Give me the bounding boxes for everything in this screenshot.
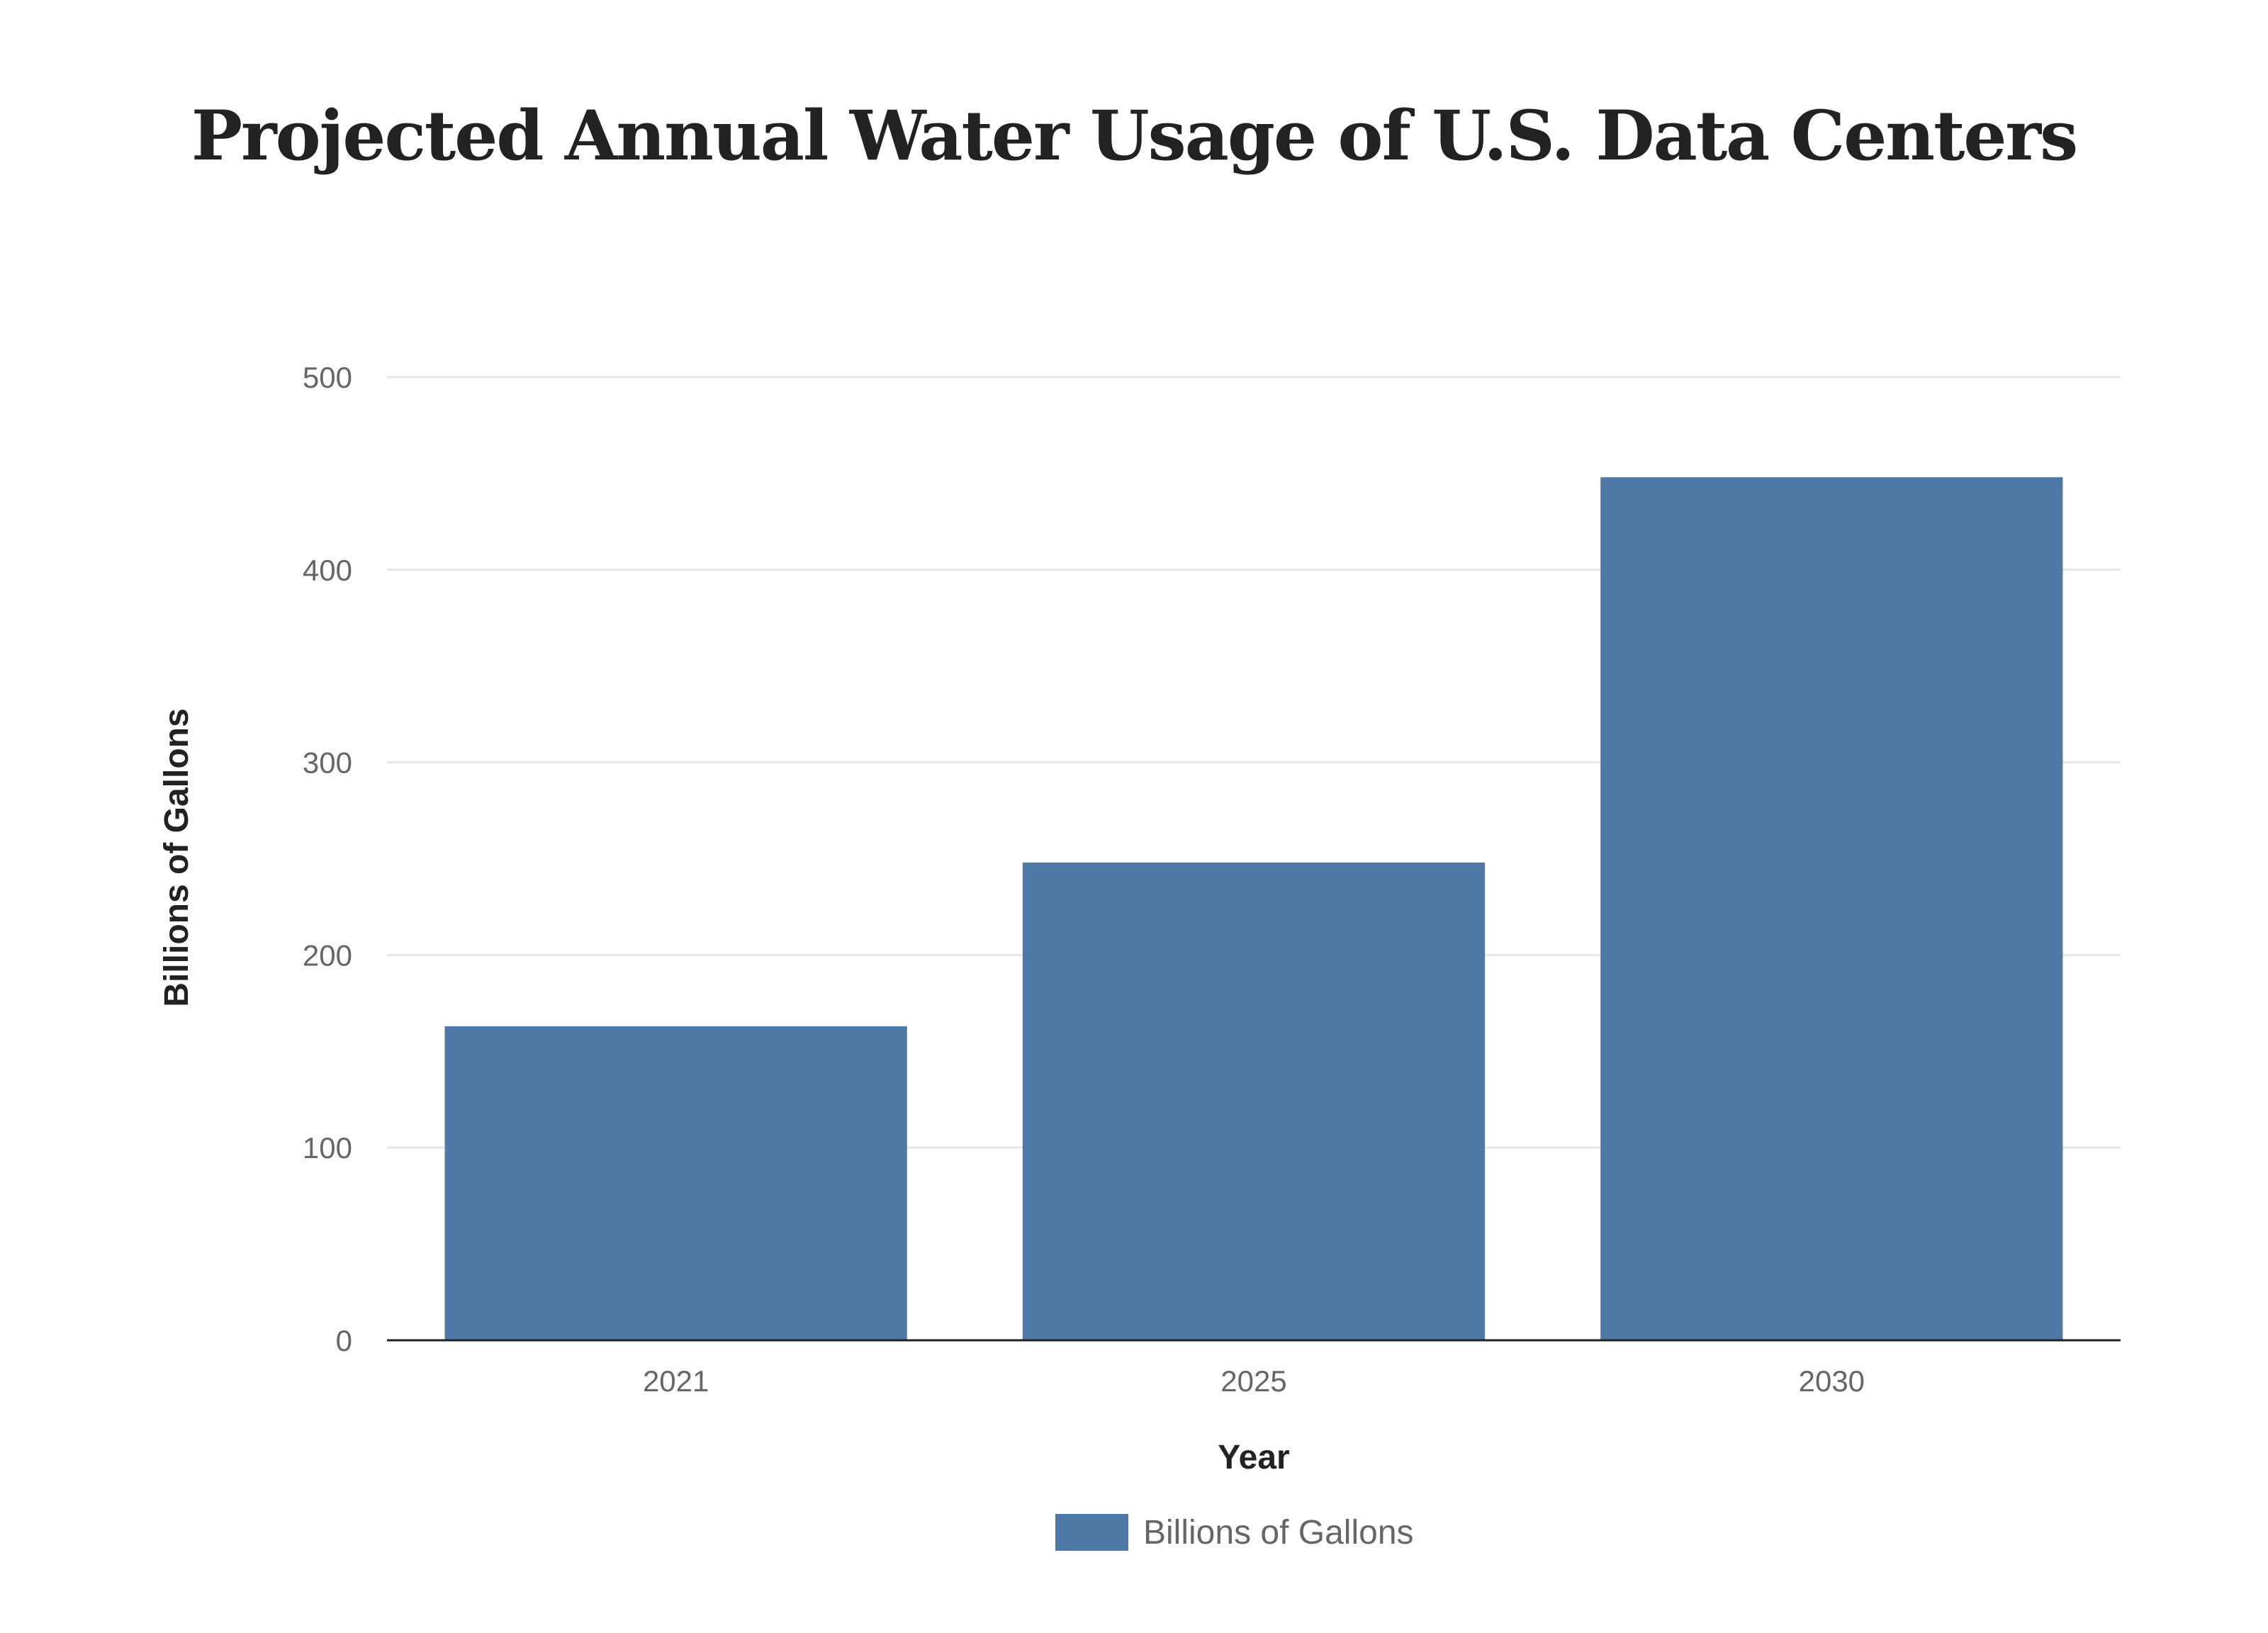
- legend-swatch: [1055, 1514, 1128, 1551]
- bar-2021: [444, 1026, 907, 1340]
- y-tick-label: 100: [303, 1131, 352, 1165]
- x-axis-label: Year: [1218, 1439, 1289, 1476]
- x-tick-label: 2025: [1220, 1364, 1286, 1398]
- bar-2030: [1600, 477, 2063, 1341]
- legend-label: Billions of Gallons: [1143, 1514, 1414, 1551]
- y-tick-label: 500: [303, 361, 352, 394]
- chart-title: Projected Annual Water Usage of U.S. Dat…: [191, 96, 2078, 176]
- y-tick-label: 400: [303, 554, 352, 587]
- y-tick-label: 200: [303, 938, 352, 972]
- y-axis-label: Billions of Gallons: [158, 708, 196, 1006]
- bar-2025: [1022, 862, 1486, 1340]
- y-tick-label: 0: [336, 1324, 352, 1357]
- x-tick-label: 2030: [1799, 1364, 1865, 1398]
- x-tick-label: 2021: [643, 1364, 709, 1398]
- y-tick-label: 300: [303, 746, 352, 780]
